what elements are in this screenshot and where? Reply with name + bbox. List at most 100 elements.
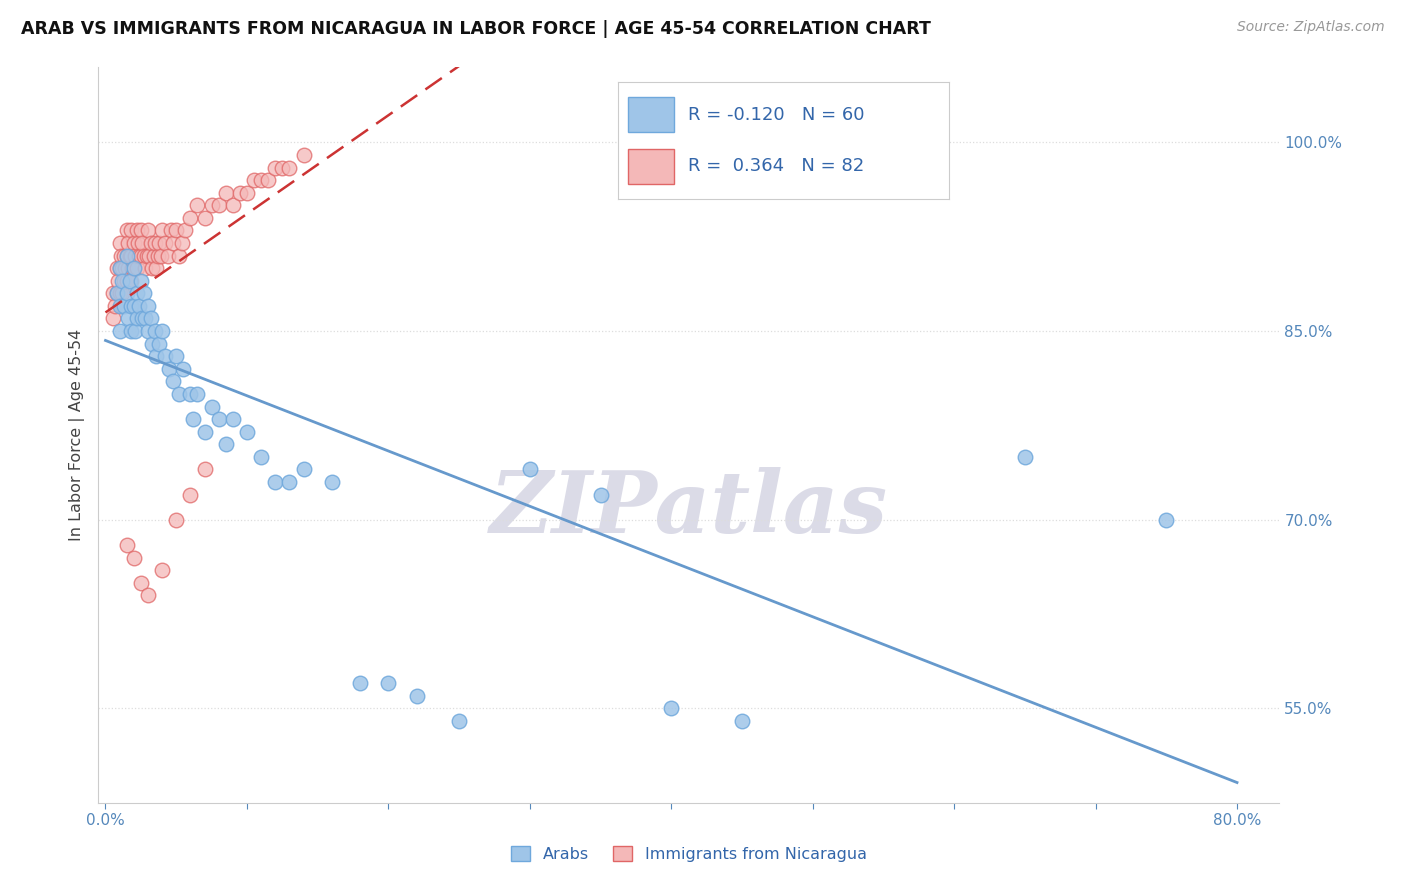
Point (236, 425, 259, 439)
Point (519, 462, 541, 476)
Point (157, 361, 180, 376)
Point (129, 575, 152, 590)
Text: ARAB VS IMMIGRANTS FROM NICARAGUA IN LABOR FORCE | AGE 45-54 CORRELATION CHART: ARAB VS IMMIGRANTS FROM NICARAGUA IN LAB… (21, 20, 931, 37)
Point (125, 286, 148, 301)
Point (136, 324, 159, 338)
Point (167, 387, 190, 401)
Point (165, 349, 187, 363)
Point (125, 223, 148, 237)
Point (110, 249, 132, 263)
Point (153, 349, 176, 363)
Point (153, 235, 176, 250)
Point (136, 299, 159, 313)
Point (122, 235, 145, 250)
Point (115, 249, 138, 263)
Point (200, 198, 222, 212)
Point (250, 173, 273, 187)
Point (236, 186, 259, 200)
Point (405, 689, 427, 703)
Point (271, 161, 294, 175)
Point (120, 249, 142, 263)
Point (111, 274, 134, 288)
Point (112, 249, 135, 263)
Point (1156, 513, 1178, 527)
Point (250, 450, 273, 464)
Point (115, 223, 138, 237)
Point (111, 286, 134, 301)
Point (111, 261, 134, 276)
Point (146, 249, 169, 263)
Point (156, 249, 179, 263)
Point (107, 274, 129, 288)
Point (1014, 450, 1036, 464)
Point (129, 223, 152, 237)
Point (124, 324, 146, 338)
Point (135, 249, 157, 263)
Point (120, 299, 142, 313)
Point (115, 286, 138, 301)
Text: ZIPatlas: ZIPatlas (489, 467, 889, 550)
Point (108, 261, 131, 276)
Point (659, 701, 682, 715)
Point (128, 299, 150, 313)
Point (108, 299, 131, 313)
Point (257, 173, 280, 187)
Point (125, 311, 148, 326)
Point (101, 311, 124, 326)
Point (193, 462, 215, 476)
Point (143, 324, 166, 338)
Point (136, 223, 159, 237)
Point (131, 311, 153, 326)
Point (121, 261, 143, 276)
Point (193, 425, 215, 439)
Text: Source: ZipAtlas.com: Source: ZipAtlas.com (1237, 20, 1385, 34)
Point (179, 387, 201, 401)
Point (132, 249, 155, 263)
Point (148, 235, 170, 250)
Point (127, 235, 149, 250)
Point (111, 299, 134, 313)
Point (181, 412, 204, 426)
Point (159, 223, 181, 237)
Point (243, 173, 266, 187)
Point (101, 286, 124, 301)
Point (165, 223, 187, 237)
Point (129, 249, 152, 263)
Y-axis label: In Labor Force | Age 45-54: In Labor Force | Age 45-54 (69, 329, 84, 541)
Point (115, 249, 138, 263)
Point (104, 299, 127, 313)
Point (142, 249, 165, 263)
Point (105, 261, 128, 276)
Point (215, 437, 238, 451)
Point (120, 274, 142, 288)
Point (117, 311, 139, 326)
Point (132, 286, 155, 301)
Point (129, 274, 152, 288)
Point (118, 274, 141, 288)
Point (349, 676, 371, 690)
Point (108, 235, 131, 250)
Point (145, 349, 167, 363)
Point (125, 261, 148, 276)
Point (134, 261, 156, 276)
Point (148, 336, 170, 351)
Point (200, 400, 222, 414)
Point (292, 462, 315, 476)
Point (108, 261, 131, 276)
Point (186, 387, 208, 401)
Point (115, 274, 138, 288)
Point (731, 714, 754, 728)
Point (167, 249, 190, 263)
Point (108, 286, 131, 301)
Point (264, 161, 287, 175)
Point (122, 261, 145, 276)
Point (222, 198, 245, 212)
Point (173, 223, 195, 237)
Point (170, 235, 193, 250)
Point (105, 286, 128, 301)
Point (186, 198, 208, 212)
Point (136, 588, 159, 602)
Point (120, 223, 142, 237)
Point (139, 235, 162, 250)
Point (179, 211, 201, 225)
